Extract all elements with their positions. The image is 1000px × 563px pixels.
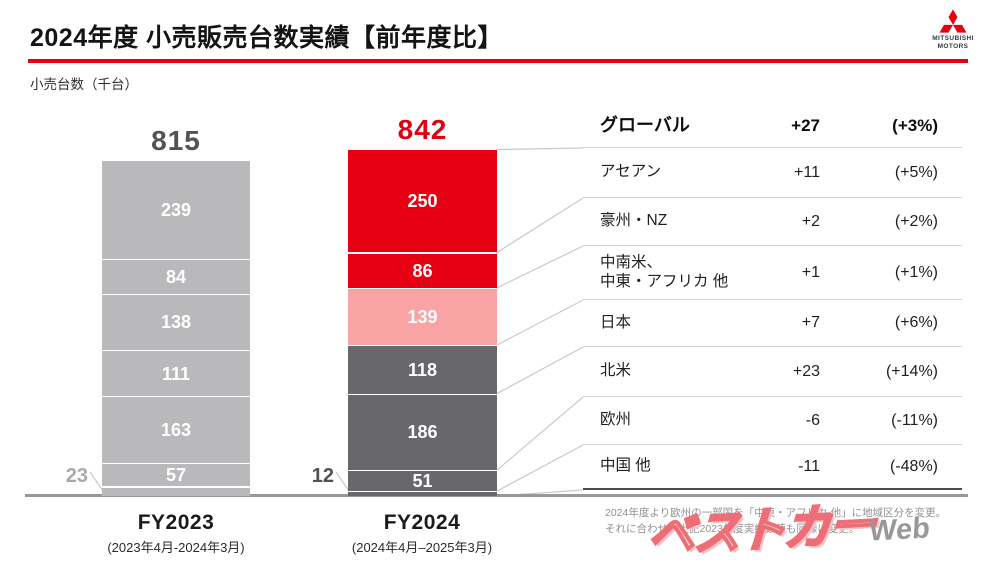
bar-segment-fy2024-北米: 186 bbox=[348, 393, 497, 471]
region-name: 日本 bbox=[600, 313, 632, 331]
page-title: 2024年度 小売販売台数実績【前年度比】 bbox=[30, 24, 504, 52]
leader-line-1 bbox=[496, 197, 584, 253]
table-row-1: アセアン +11 (+5%) bbox=[583, 148, 962, 198]
bar-segment-fy2023-欧州: 57 bbox=[102, 463, 250, 487]
bar-segment-fy2023-中国 他 bbox=[102, 486, 250, 496]
bar-segment-fy2024-中国 他 bbox=[348, 491, 497, 496]
bar-segment-fy2023-アセアン: 239 bbox=[102, 160, 250, 259]
region-change: +23 bbox=[792, 362, 820, 380]
leader-line-6 bbox=[496, 444, 584, 492]
total-label-fy2023: 815 bbox=[151, 124, 201, 156]
region-change-percent: (+14%) bbox=[885, 362, 938, 380]
table-row-7: 中国 他 -11 (-48%) bbox=[583, 445, 962, 490]
title-underline bbox=[28, 59, 968, 63]
leader-line-4 bbox=[496, 346, 584, 395]
unit-label: 小売台数（千台） bbox=[30, 77, 138, 92]
brand-name-line2: MOTORS bbox=[937, 43, 969, 51]
leader-line-3 bbox=[496, 299, 584, 346]
region-name: 中国 他 bbox=[600, 457, 651, 475]
table-row-3: 中南米、 中東・アフリカ 他 +1 (+1%) bbox=[583, 246, 962, 300]
bar-segment-fy2024-豪州・NZ: 86 bbox=[348, 252, 497, 288]
axis-label-fy2024: FY2024 (2024年4月–2025年3月) bbox=[322, 511, 522, 556]
region-name: 北米 bbox=[600, 362, 632, 380]
bar-segment-fy2023-日本: 111 bbox=[102, 350, 250, 397]
bar-segment-fy2024-日本: 118 bbox=[348, 345, 497, 394]
total-label-fy2024: 842 bbox=[397, 113, 448, 145]
region-change-percent: (+3%) bbox=[892, 116, 938, 135]
region-change-percent: (+2%) bbox=[894, 212, 938, 230]
bar-segment-fy2023-中南米、中東・アフリカ 他: 138 bbox=[102, 293, 250, 351]
mitsubishi-diamonds-icon bbox=[939, 9, 967, 33]
table-row-global: グローバル +27 (+3%) bbox=[583, 105, 962, 148]
table-row-4: 日本 +7 (+6%) bbox=[583, 300, 962, 347]
watermark-text: ベストカー bbox=[645, 496, 876, 563]
region-change-percent: (+1%) bbox=[894, 263, 938, 281]
region-change-percent: (-11%) bbox=[891, 411, 938, 429]
bar-segment-fy2024-中南米、中東・アフリカ 他: 139 bbox=[348, 287, 497, 345]
table-row-2: 豪州・NZ +2 (+2%) bbox=[583, 198, 962, 246]
watermark-suffix: Web bbox=[868, 512, 931, 548]
region-change: +2 bbox=[801, 212, 820, 230]
leader-line-0 bbox=[496, 147, 584, 151]
table-row-6: 欧州 -6 (-11%) bbox=[583, 397, 962, 445]
bar-segment-fy2024-アセアン: 250 bbox=[348, 149, 497, 253]
bar-segment-fy2023-北米: 163 bbox=[102, 396, 250, 464]
category-fy2024: FY2024 bbox=[383, 511, 461, 534]
leader-line-5 bbox=[496, 396, 584, 471]
region-change-percent: (+5%) bbox=[894, 163, 938, 181]
bar-segment-fy2023-豪州・NZ: 84 bbox=[102, 259, 250, 294]
mitsubishi-logo: MITSUBISHI MOTORS bbox=[922, 8, 984, 51]
footnote: 2024年度より欧州の一部国を「中東・アフリカ 他」に地域区分を変更。 それに合… bbox=[605, 506, 975, 538]
region-change: +11 bbox=[794, 163, 820, 181]
table-row-5: 北米 +23 (+14%) bbox=[583, 347, 962, 397]
category-fy2023-period: (2023年4月-2024年3月) bbox=[107, 540, 245, 555]
region-name: グローバル bbox=[600, 115, 690, 136]
category-fy2024-period: (2024年4月–2025年3月) bbox=[351, 540, 493, 555]
region-change: -11 bbox=[798, 457, 820, 475]
brand-name-line1: MITSUBISHI bbox=[932, 35, 974, 42]
bar-segment-fy2024-欧州: 51 bbox=[348, 470, 497, 492]
region-name: 中南米、 中東・アフリカ 他 bbox=[600, 253, 729, 290]
leader-line-2 bbox=[496, 245, 584, 289]
region-change: +27 bbox=[791, 116, 820, 135]
region-name: アセアン bbox=[600, 163, 662, 181]
outside-segment-label-fy2023: 23 bbox=[65, 465, 88, 487]
region-change: +7 bbox=[801, 314, 820, 331]
region-name: 欧州 bbox=[600, 411, 632, 429]
region-change-percent: (+6%) bbox=[894, 314, 938, 331]
region-change: -6 bbox=[805, 411, 820, 429]
region-table: グローバル +27 (+3%) アセアン +11 (+5%) 豪州・NZ +2 (+2%) 中南米… bbox=[583, 105, 962, 490]
axis-label-fy2023: FY2023 (2023年4月-2024年3月) bbox=[76, 511, 276, 556]
footnote-line1: 2024年度より欧州の一部国を「中東・アフリカ 他」に地域区分を変更。 bbox=[605, 507, 947, 519]
category-fy2023: FY2023 bbox=[137, 511, 215, 534]
footnote-line2: それに合わせ、上記2023年度実績数値も同様に変更。 bbox=[605, 522, 860, 535]
region-change: +1 bbox=[801, 263, 820, 281]
region-change-percent: (-48%) bbox=[889, 457, 938, 475]
outside-segment-label-fy2024: 12 bbox=[311, 465, 334, 487]
region-name: 豪州・NZ bbox=[600, 212, 668, 230]
